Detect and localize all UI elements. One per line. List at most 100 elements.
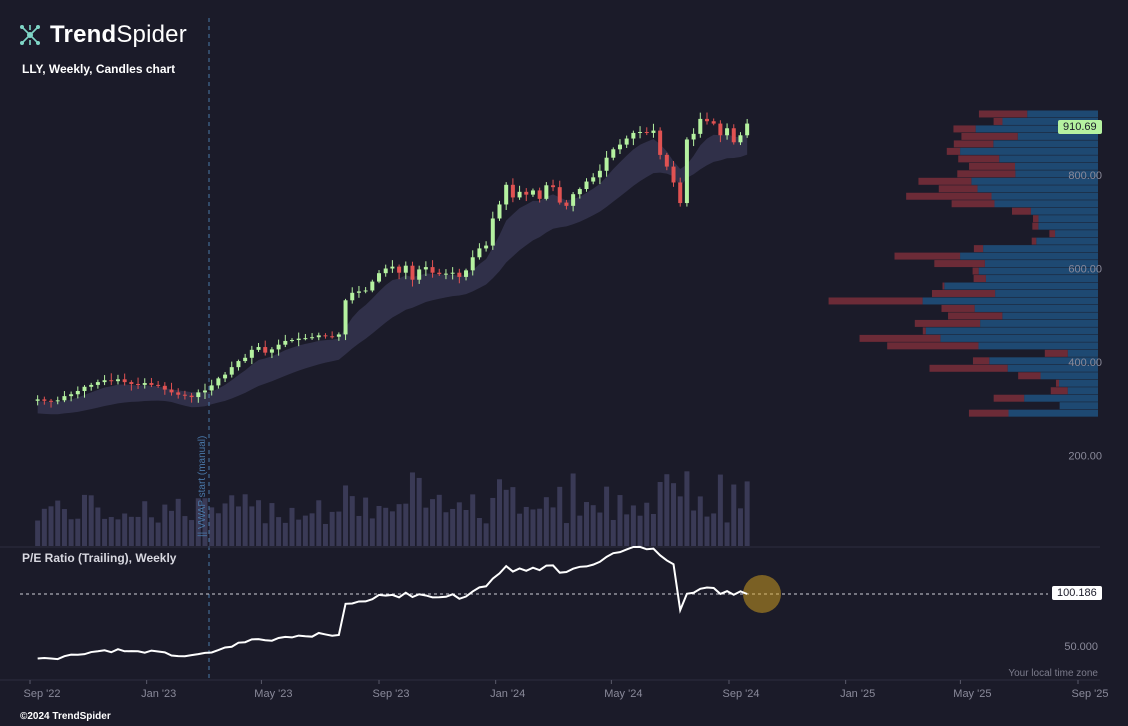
candle <box>136 377 141 389</box>
profile-bar-sell <box>906 192 992 200</box>
candle <box>249 345 254 365</box>
candle <box>591 173 596 185</box>
profile-bar-sell <box>1044 349 1068 357</box>
candle <box>430 260 435 278</box>
volume-bar <box>510 487 516 546</box>
profile-bar-buy <box>1015 162 1098 170</box>
volume-bar <box>108 517 114 546</box>
volume-bar <box>704 516 710 546</box>
volume-bar <box>343 485 349 546</box>
profile-bar-buy <box>975 125 1098 133</box>
candle <box>537 187 542 203</box>
candle <box>363 287 368 294</box>
candle <box>95 379 100 389</box>
volume-bar <box>322 523 328 546</box>
profile-bar-buy <box>993 140 1098 148</box>
profile-bar-sell <box>1050 387 1068 395</box>
profile-bar-buy <box>978 342 1098 350</box>
candle <box>470 250 475 276</box>
candle <box>162 382 167 395</box>
candle <box>564 199 569 210</box>
candle <box>597 164 602 185</box>
volume-bar <box>383 507 389 546</box>
profile-bar-sell <box>914 319 981 327</box>
volume-bar <box>697 496 703 546</box>
profile-bar-buy <box>995 290 1098 297</box>
candle <box>624 135 629 148</box>
ema-ribbon <box>37 133 748 415</box>
vwap-start-label: || VWAP start (manual) <box>197 436 208 537</box>
candle <box>55 396 60 405</box>
profile-bar-sell <box>887 342 979 350</box>
candle <box>484 241 489 252</box>
volume-bar <box>543 497 549 546</box>
candle <box>336 332 341 341</box>
volume-bar <box>155 522 161 546</box>
profile-bar-buy <box>985 275 1098 283</box>
volume-bar <box>530 509 536 546</box>
candle <box>35 395 40 406</box>
profile-bar-buy <box>960 147 1098 155</box>
volume-bar <box>389 511 395 546</box>
profile-bar-buy <box>1040 372 1098 380</box>
candle <box>276 339 281 356</box>
candle <box>403 261 408 280</box>
time-tick-label: Jan '24 <box>490 688 525 700</box>
volume-bar <box>671 483 677 546</box>
volume-bar <box>396 504 402 546</box>
volume-bar <box>523 506 529 546</box>
profile-bar-sell <box>1011 207 1031 215</box>
candle <box>377 270 382 284</box>
volume-bar <box>409 472 415 546</box>
volume-bar <box>296 519 302 546</box>
candle <box>510 178 515 203</box>
trendspider-logo: TrendSpider <box>18 20 187 50</box>
volume-bar <box>463 509 469 546</box>
candle <box>504 182 509 211</box>
volume-bar <box>476 517 482 546</box>
price-tick-label: 200.00 <box>1068 451 1102 463</box>
profile-bar-sell <box>973 245 984 253</box>
candle <box>256 343 261 352</box>
candle <box>664 152 669 171</box>
candle <box>236 359 241 371</box>
candle <box>551 179 556 192</box>
copyright: ©2024 TrendSpider <box>20 711 111 722</box>
volume-bar <box>376 505 382 546</box>
volume-bar <box>195 498 201 546</box>
candle <box>269 347 274 359</box>
volume-bar <box>637 515 643 546</box>
candle <box>42 396 47 405</box>
candle <box>122 373 127 386</box>
time-tick-label: May '25 <box>953 688 991 700</box>
candle <box>102 375 107 386</box>
candle <box>115 374 120 385</box>
profile-bar-buy <box>1067 349 1098 357</box>
profile-bar-sell <box>929 364 1008 372</box>
candle <box>196 389 201 403</box>
profile-bar-sell <box>957 170 1016 178</box>
profile-bar-buy <box>991 192 1098 200</box>
volume-bar <box>336 511 342 546</box>
volume-bar <box>75 518 81 546</box>
volume-bar <box>403 503 409 546</box>
volume-bar <box>48 506 54 546</box>
spider-logo-icon <box>20 25 40 45</box>
volume-bar <box>436 494 442 546</box>
profile-bar-buy <box>1002 117 1098 125</box>
profile-bar-sell <box>894 252 961 260</box>
profile-bar-sell <box>953 125 976 133</box>
candle <box>397 264 402 280</box>
candle <box>497 200 502 221</box>
volume-bar <box>563 523 569 546</box>
profile-bar-buy <box>1036 237 1098 245</box>
profile-bar-buy <box>1030 207 1098 215</box>
volume-bar <box>229 495 235 546</box>
volume-bar <box>557 486 563 546</box>
timezone-note: Your local time zone <box>1008 668 1098 679</box>
candle <box>464 268 469 281</box>
candle <box>169 382 174 396</box>
profile-bar-buy <box>1024 394 1098 402</box>
candle <box>89 382 94 391</box>
